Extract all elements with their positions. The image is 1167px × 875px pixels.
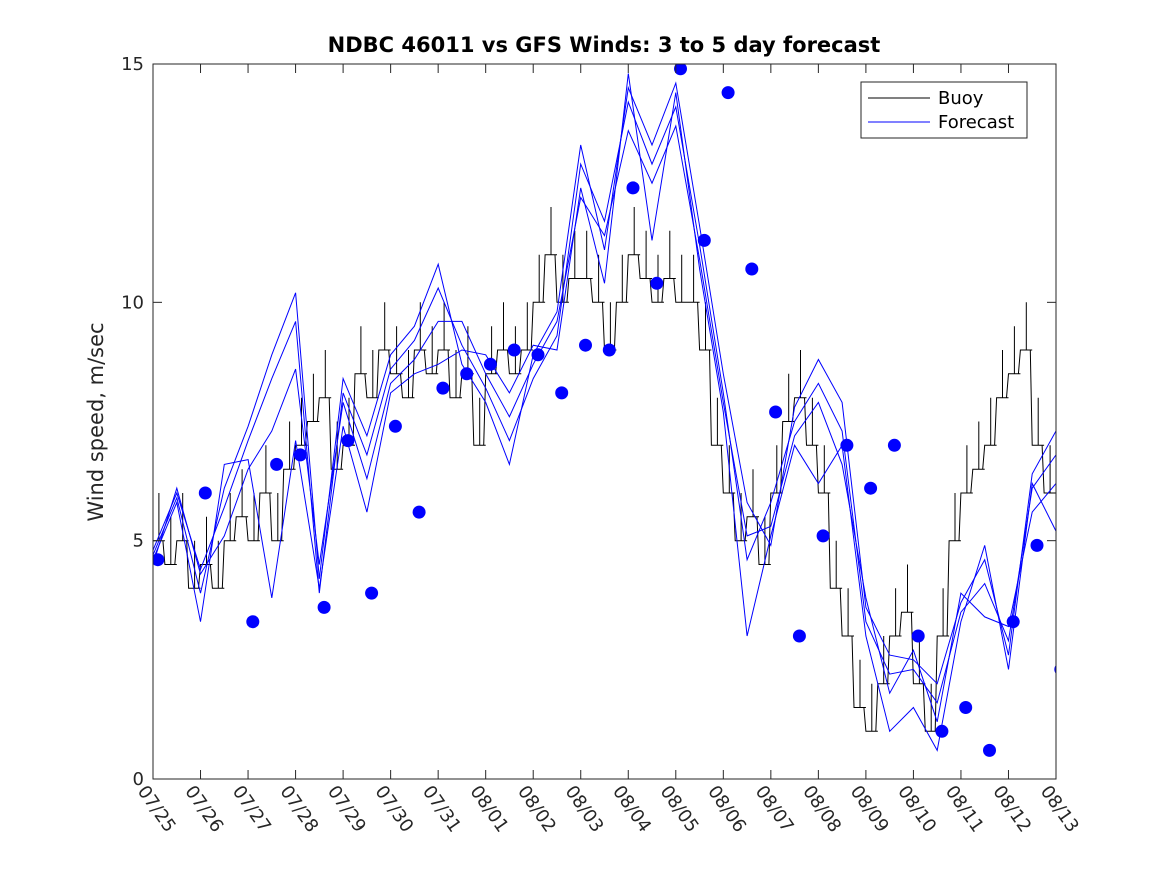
y-tick-label: 10	[121, 292, 144, 313]
plot-area	[153, 64, 1091, 757]
axes-box	[152, 63, 1057, 780]
x-tick-label: 08/05	[656, 782, 703, 837]
legend: Buoy Forecast	[860, 81, 1028, 139]
forecast-marker	[341, 434, 355, 448]
forecast-marker	[531, 348, 545, 362]
forecast-marker	[388, 419, 402, 433]
forecast-marker	[697, 233, 711, 247]
forecast-marker	[317, 600, 331, 614]
forecast-marker	[460, 367, 474, 381]
forecast-run-line	[153, 124, 1056, 722]
forecast-marker	[745, 262, 759, 276]
x-tick-label: 08/01	[466, 782, 513, 837]
forecast-marker	[769, 405, 783, 419]
x-tick-label: 07/27	[228, 782, 275, 837]
x-tick-label: 07/31	[418, 782, 465, 837]
x-tick-label: 08/04	[608, 782, 655, 837]
forecast-marker	[792, 629, 806, 643]
axes: 0 5 10 15 07/25 07/26 07/27 07/28 07/29 07/30 07/3…	[121, 54, 1083, 836]
x-tick-label: 07/26	[180, 782, 227, 837]
legend-forecast-label: Forecast	[938, 112, 1014, 133]
forecast-marker	[436, 381, 450, 395]
forecast-marker	[864, 481, 878, 495]
legend-box	[860, 81, 1028, 139]
forecast-marker	[153, 553, 165, 567]
forecast-marker	[1030, 538, 1044, 552]
forecast-marker	[1078, 477, 1091, 490]
x-tick-label: 08/13	[1036, 782, 1083, 837]
forecast-marker	[270, 457, 284, 471]
chart-title: NDBC 46011 vs GFS Winds: 3 to 5 day fore…	[328, 33, 881, 57]
x-tick-label: 08/12	[988, 782, 1035, 837]
x-tick-label: 08/03	[561, 782, 608, 837]
forecast-marker	[721, 86, 735, 100]
x-tick-label: 08/02	[513, 782, 560, 837]
forecast-run-line	[153, 81, 1056, 685]
x-tick-label: 08/09	[846, 782, 893, 837]
forecast-marker	[816, 529, 830, 543]
forecast-run-line	[153, 73, 1056, 752]
x-tick-label: 07/30	[371, 782, 418, 837]
x-tick-label: 08/10	[893, 782, 940, 837]
x-tick-label: 08/06	[703, 782, 750, 837]
forecast-marker	[507, 343, 521, 357]
forecast-marker	[887, 438, 901, 452]
x-tick-label: 07/29	[323, 782, 370, 837]
y-tick-label: 0	[133, 769, 144, 790]
legend-buoy-label: Buoy	[938, 88, 984, 109]
x-tick-label: 08/11	[941, 782, 988, 837]
y-axis-label: Wind speed, m/sec	[84, 322, 108, 521]
x-tick-label: 08/07	[751, 782, 798, 837]
x-tick-label: 08/08	[798, 782, 845, 837]
forecast-marker	[293, 448, 307, 462]
forecast-marker	[579, 338, 592, 352]
forecast-marker	[1006, 615, 1020, 629]
forecast-marker	[555, 386, 569, 400]
forecast-marker	[365, 586, 379, 600]
forecast-marker	[602, 343, 616, 357]
forecast-marker	[626, 181, 640, 195]
x-tick-label: 07/28	[275, 782, 322, 837]
forecast-marker	[650, 276, 664, 290]
buoy-series-line	[153, 207, 1056, 732]
forecast-marker	[935, 724, 949, 738]
y-tick-label: 15	[121, 54, 144, 75]
forecast-run-line	[153, 100, 1056, 704]
forecast-marker	[198, 486, 212, 500]
forecast-marker	[959, 701, 973, 714]
y-tick-label: 5	[133, 531, 144, 552]
forecast-marker	[911, 629, 925, 643]
forecast-marker	[483, 357, 497, 371]
forecast-marker	[840, 438, 854, 452]
x-tick-label: 07/25	[133, 782, 180, 837]
forecast-marker	[412, 505, 426, 519]
forecast-marker	[246, 615, 260, 629]
forecast-marker	[674, 64, 687, 76]
forecast-marker	[983, 743, 996, 757]
